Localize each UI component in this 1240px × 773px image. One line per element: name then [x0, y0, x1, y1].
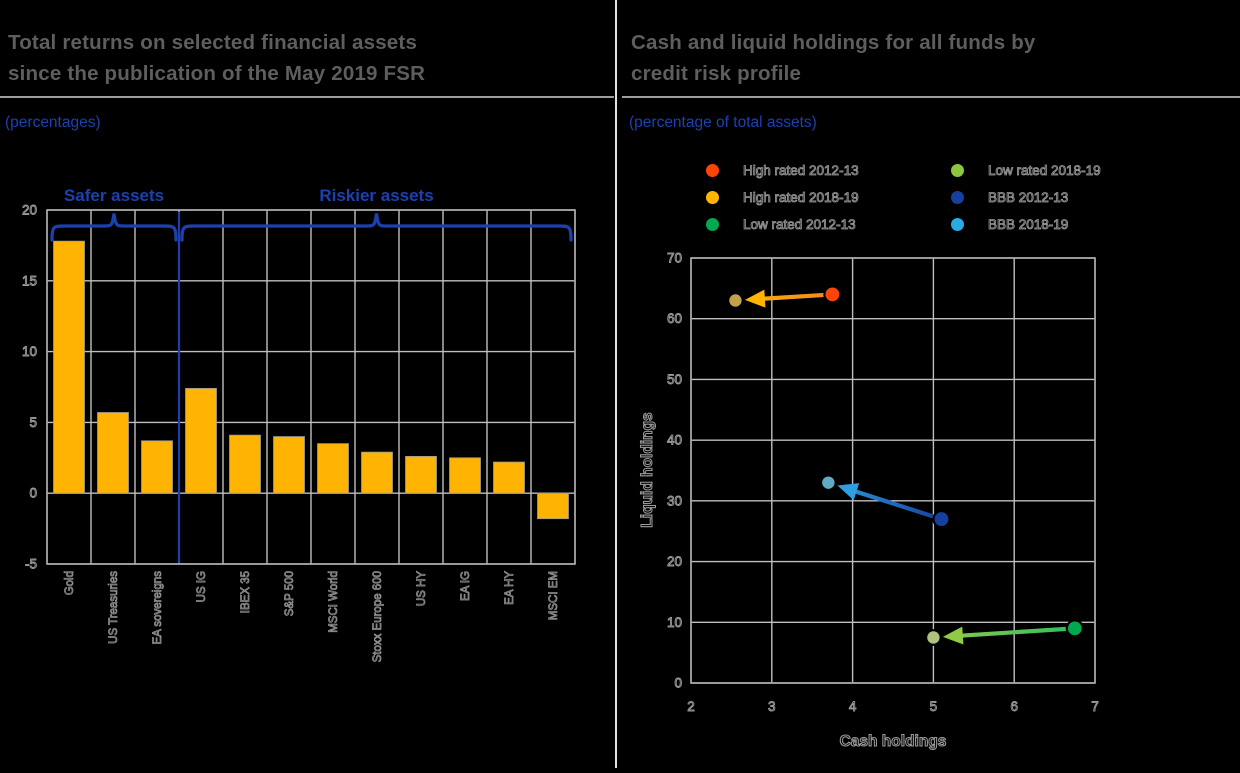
x-tick-label: 2 — [687, 699, 695, 714]
right-panel-title: Cash and liquid holdings for all funds b… — [631, 27, 1036, 89]
y-tick-label: 30 — [667, 493, 682, 508]
x-tick-label: 4 — [849, 699, 857, 714]
legend-dot-low-rated-2012-13 — [706, 217, 719, 231]
y-tick-label: 40 — [667, 433, 682, 448]
safer-assets-label: Safer assets — [64, 186, 164, 205]
bar-chart: 20 15 10 5 0 -5 Gold US Treasuries EA sovereigns… — [22, 186, 576, 663]
y-tick-label: 5 — [29, 415, 37, 430]
x-category-label: MSCI World — [328, 571, 340, 633]
plot-frame — [46, 209, 576, 565]
x-category-label: EA sovereigns — [152, 571, 164, 645]
scatter-legend-column-2: Low rated 2018-19 BBB 2012-13 BBB 2018-1… — [951, 162, 1101, 232]
left-panel-title-line2: since the publication of the May 2019 FS… — [8, 62, 426, 85]
x-category-label: EA IG — [460, 571, 472, 601]
legend-label: High rated 2012-13 — [743, 162, 859, 178]
y-tick-label: 0 — [674, 676, 682, 691]
legend-label: Low rated 2018-19 — [988, 162, 1101, 178]
x-category-label: EA HY — [504, 571, 516, 605]
legend-item: High rated 2012-13 — [706, 162, 859, 178]
left-title-rule — [0, 96, 614, 98]
legend-label: High rated 2018-19 — [743, 189, 859, 205]
legend-dot-low-rated-2018-19 — [951, 163, 964, 177]
trend-arrow-head — [744, 289, 766, 308]
y-tick-label: 10 — [667, 615, 682, 630]
legend-dot-bbb-2018-19 — [951, 217, 964, 231]
y-tick-label: 70 — [667, 251, 682, 266]
plot-frame — [690, 257, 1096, 684]
bar-EA HY — [493, 461, 525, 494]
bar-MSCI EM — [537, 492, 569, 520]
y-tick-label: 20 — [22, 203, 37, 218]
scatter-dot-low-rated-2018-19 — [925, 629, 942, 646]
trend-arrow-head — [837, 483, 860, 501]
y-tick-label: 10 — [22, 344, 37, 359]
legend-dot-high-rated-2018-19 — [706, 190, 719, 204]
x-category-label: MSCI EM — [548, 571, 560, 620]
panel-divider — [615, 0, 617, 768]
legend-item: High rated 2018-19 — [706, 189, 859, 205]
y-tick-label: 20 — [667, 554, 682, 569]
scatter-dot-low-rated-2012-13 — [1065, 619, 1084, 638]
x-category-label: IBEX 35 — [240, 571, 252, 613]
legend-label: Low rated 2012-13 — [743, 216, 856, 232]
y-tick-label: 50 — [667, 372, 682, 387]
bar-Gold — [53, 240, 85, 494]
scatter-dot-bbb-2012-13 — [932, 509, 951, 529]
legend-dot-bbb-2012-13 — [951, 190, 964, 204]
y-tick-label: 60 — [667, 311, 682, 326]
x-tick-label: 5 — [930, 699, 938, 714]
trend-arrow-shaft — [853, 489, 935, 519]
x-category-label: US IG — [196, 571, 208, 602]
bar-EA sovereigns — [141, 440, 173, 494]
left-panel-title: Total returns on selected financial asse… — [8, 27, 425, 89]
x-category-label: US HY — [416, 571, 428, 606]
scatter-legend-column-1: High rated 2012-13 High rated 2018-19 Lo… — [706, 162, 859, 232]
x-category-label: US Treasuries — [108, 571, 120, 644]
trend-arrow-head — [942, 626, 964, 645]
bar-EA IG — [449, 457, 481, 494]
bar-Stoxx Europe 600 — [361, 451, 393, 494]
riskier-assets-label: Riskier assets — [319, 186, 433, 205]
x-tick-label: 3 — [768, 699, 776, 714]
bar-US HY — [405, 455, 437, 494]
legend-dot-high-rated-2012-13 — [706, 163, 719, 177]
x-tick-label: 6 — [1010, 699, 1018, 714]
y-tick-label: 15 — [22, 273, 37, 288]
legend-item: BBB 2018-19 — [951, 216, 1101, 232]
x-axis-title: Cash holdings — [840, 733, 947, 750]
legend-item: Low rated 2018-19 — [951, 162, 1101, 178]
riskier-assets-brace — [180, 213, 573, 242]
right-unit-label: (percentage of total assets) — [629, 114, 817, 131]
safer-assets-brace — [50, 213, 178, 242]
legend-item: Low rated 2012-13 — [706, 216, 859, 232]
right-panel-title-line1: Cash and liquid holdings for all funds b… — [631, 31, 1036, 54]
trend-arrow-shaft — [762, 292, 825, 301]
scatter-chart: 0 10 20 30 40 50 60 70 2 3 4 5 6 7 Cash holdings Liquid… — [638, 250, 1099, 750]
y-tick-label: 0 — [29, 486, 37, 501]
legend-label: BBB 2018-19 — [988, 216, 1069, 232]
scatter-dot-high-rated-2018-19 — [727, 292, 744, 309]
left-unit-label: (percentages) — [5, 114, 101, 131]
bar-MSCI World — [317, 443, 349, 494]
x-tick-label: 7 — [1091, 699, 1099, 714]
scatter-dot-bbb-2018-19 — [819, 474, 837, 492]
y-tick-label: -5 — [25, 557, 37, 572]
x-category-label: S&P 500 — [284, 571, 296, 616]
right-panel-title-line2: credit risk profile — [631, 62, 802, 85]
x-category-label: Gold — [64, 571, 76, 595]
right-title-rule — [622, 96, 1240, 98]
x-category-label: Stoxx Europe 600 — [372, 571, 384, 662]
bar-US IG — [185, 388, 217, 494]
bar-S&P 500 — [273, 436, 305, 494]
scatter-dot-high-rated-2012-13 — [823, 285, 842, 304]
y-axis-title: Liquid holdings — [639, 412, 656, 527]
trend-arrow-shaft — [960, 626, 1067, 638]
bar-US Treasuries — [97, 412, 129, 494]
left-panel-title-line1: Total returns on selected financial asse… — [8, 31, 418, 54]
bar-IBEX 35 — [229, 434, 261, 494]
legend-label: BBB 2012-13 — [988, 189, 1069, 205]
legend-item: BBB 2012-13 — [951, 189, 1101, 205]
